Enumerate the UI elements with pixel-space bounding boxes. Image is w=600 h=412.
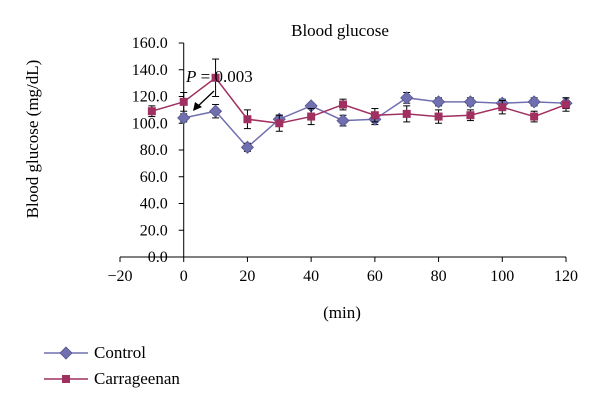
data-point-carrageenan xyxy=(211,73,220,82)
data-point-carrageenan xyxy=(498,103,507,112)
data-point-carrageenan xyxy=(179,97,188,106)
data-point-carrageenan xyxy=(434,112,443,121)
y-tick-label: 140.0 xyxy=(132,62,168,79)
x-axis-label: (min) xyxy=(323,303,361,322)
x-tick-label: −20 xyxy=(107,268,132,285)
legend-marker-control xyxy=(59,346,73,360)
y-tick-label: 0.0 xyxy=(148,249,168,266)
x-tick-label: 100 xyxy=(490,268,514,285)
data-point-carrageenan xyxy=(530,112,539,121)
legend-marker-carrageenan xyxy=(62,375,70,383)
y-tick-label: 120.0 xyxy=(132,89,168,106)
y-tick-label: 80.0 xyxy=(140,142,168,159)
annotation-p: P xyxy=(185,67,196,86)
annotation-arrow-head xyxy=(193,102,202,111)
x-tick-label: 60 xyxy=(367,268,383,285)
data-point-carrageenan xyxy=(243,115,252,124)
annotation-value: = 0.003 xyxy=(196,67,252,86)
data-point-control xyxy=(432,95,446,109)
data-point-control xyxy=(209,104,223,118)
data-point-control xyxy=(240,140,254,154)
annotation: P = 0.003 xyxy=(185,67,253,111)
data-point-carrageenan xyxy=(275,119,284,128)
legend-key-carrageenan xyxy=(44,375,88,383)
y-axis-label: Blood glucose (mg/dL) xyxy=(23,60,42,219)
x-tick-label: 120 xyxy=(554,268,578,285)
series-carrageenan xyxy=(147,58,570,132)
y-tick-label: 100.0 xyxy=(132,115,168,132)
data-point-carrageenan xyxy=(307,112,316,121)
data-point-control xyxy=(463,95,477,109)
legend-item-carrageenan: Carrageenan xyxy=(44,366,180,392)
x-tick-label: 0 xyxy=(180,268,188,285)
y-tick-label: 160.0 xyxy=(132,35,168,52)
data-point-carrageenan xyxy=(466,111,475,120)
data-point-carrageenan xyxy=(147,107,156,116)
data-point-carrageenan xyxy=(339,100,347,109)
y-tick-label: 20.0 xyxy=(140,222,168,239)
y-tick-label: 60.0 xyxy=(140,169,168,186)
data-point-carrageenan xyxy=(402,109,411,118)
chart-title: Blood glucose xyxy=(291,21,389,40)
data-point-carrageenan xyxy=(562,100,570,109)
data-point-control xyxy=(177,111,191,125)
series-line-carrageenan xyxy=(151,76,567,125)
chart: Blood glucose Blood glucose (mg/dL) (min… xyxy=(23,21,578,322)
data-point-control xyxy=(336,114,350,128)
series-control xyxy=(177,91,573,154)
x-tick-label: 20 xyxy=(239,268,255,285)
y-tick-label: 40.0 xyxy=(140,196,168,213)
data-point-control xyxy=(527,95,541,109)
axes: −20 0 20 40 60 80 100 120 0.0 20.0 40.0 60.0 80.0 100… xyxy=(107,35,578,285)
x-tick-label: 40 xyxy=(303,268,319,285)
data-point-carrageenan xyxy=(370,111,379,120)
data-point-control xyxy=(400,91,414,105)
annotation-label: P = 0.003 xyxy=(185,67,253,86)
legend: Control Carrageenan xyxy=(44,340,180,392)
legend-label-carrageenan: Carrageenan xyxy=(94,369,180,388)
series-layer xyxy=(147,58,573,154)
x-tick-label: 80 xyxy=(431,268,447,285)
legend-label-control: Control xyxy=(94,343,146,362)
legend-key-control xyxy=(44,346,88,360)
legend-item-control: Control xyxy=(44,340,180,366)
